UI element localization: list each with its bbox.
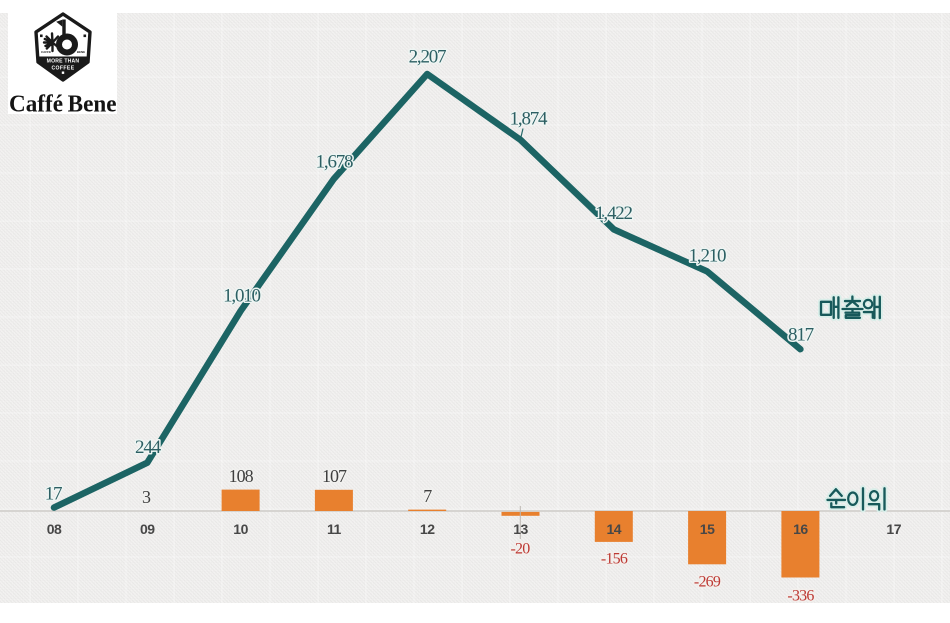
svg-text:107: 107 [322, 466, 347, 486]
svg-text:10: 10 [233, 521, 248, 537]
svg-text:1,010: 1,010 [223, 286, 260, 307]
svg-text:13: 13 [513, 521, 528, 537]
svg-text:-156: -156 [601, 551, 628, 568]
svg-text:Caffé Bene: Caffé Bene [9, 91, 117, 118]
svg-text:-269: -269 [694, 574, 721, 591]
svg-text:16: 16 [793, 521, 808, 537]
svg-text:17: 17 [45, 484, 62, 505]
svg-text:1,874: 1,874 [510, 109, 548, 130]
svg-text:-20: -20 [511, 541, 531, 558]
svg-text:2,207: 2,207 [409, 47, 446, 68]
svg-text:COFFEE: COFFEE [51, 66, 74, 72]
svg-text:09: 09 [140, 521, 155, 537]
svg-text:-336: -336 [787, 588, 814, 605]
svg-text:BENE: BENE [77, 50, 85, 54]
svg-text:3: 3 [142, 487, 151, 507]
svg-text:817: 817 [788, 325, 814, 346]
svg-text:15: 15 [700, 521, 715, 537]
svg-text:1,678: 1,678 [316, 152, 353, 173]
svg-text:11: 11 [327, 521, 342, 537]
svg-text:MORE THAN: MORE THAN [47, 59, 80, 65]
svg-text:12: 12 [420, 521, 435, 537]
svg-text:CAFFE: CAFFE [41, 50, 51, 54]
svg-text:14: 14 [607, 521, 622, 537]
svg-text:1,422: 1,422 [595, 203, 632, 224]
svg-text:244: 244 [135, 437, 162, 458]
svg-text:17: 17 [886, 521, 901, 537]
svg-text:08: 08 [47, 521, 62, 537]
svg-text:108: 108 [229, 466, 254, 486]
svg-text:7: 7 [423, 486, 432, 506]
svg-text:1,210: 1,210 [689, 246, 726, 267]
